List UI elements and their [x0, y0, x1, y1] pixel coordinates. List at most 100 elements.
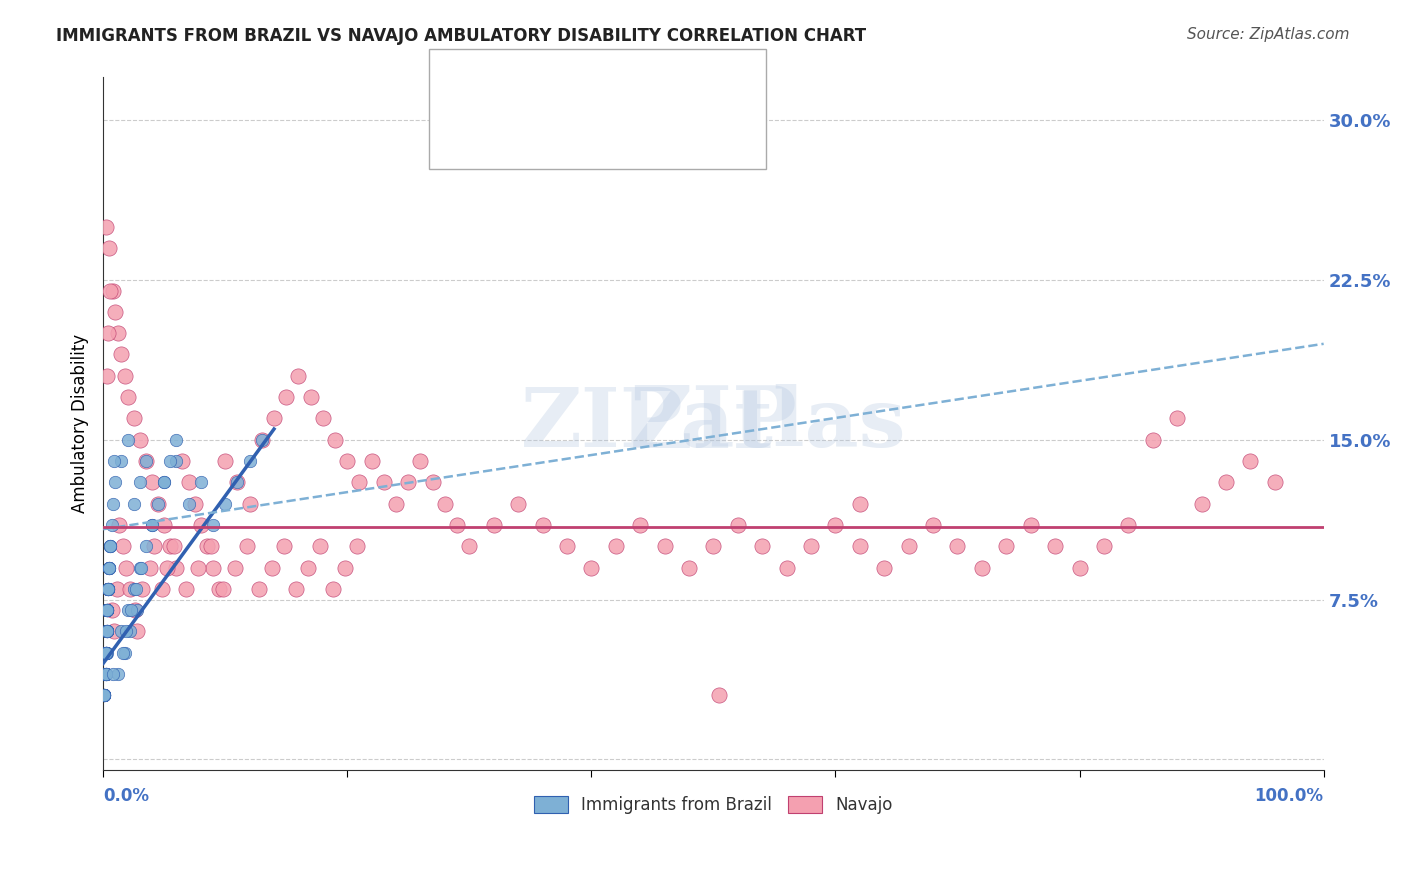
Point [96, 368, 118, 383]
Point [727, 517, 749, 532]
Point [312, 411, 335, 425]
Point [117, 603, 139, 617]
Point [349, 475, 371, 490]
Point [93, 689, 115, 703]
Point [172, 454, 194, 468]
Point [98, 560, 121, 574]
Text: ZIPatlas: ZIPatlas [520, 384, 905, 464]
Point [96, 603, 118, 617]
Point [117, 390, 139, 404]
Point [98, 560, 121, 574]
Point [94, 667, 117, 681]
Point [94, 646, 117, 660]
Point [1092, 539, 1115, 553]
Point [177, 475, 200, 490]
Point [531, 517, 554, 532]
Point [346, 539, 368, 553]
Point [183, 497, 205, 511]
Point [127, 603, 149, 617]
Point [97, 582, 120, 596]
Point [333, 560, 356, 574]
Point [96, 624, 118, 639]
Text: 0.0%: 0.0% [103, 788, 149, 805]
Point [96, 603, 118, 617]
Point [214, 497, 236, 511]
Point [309, 539, 332, 553]
Point [128, 475, 150, 490]
Point [94, 603, 117, 617]
Point [96, 603, 118, 617]
Point [1043, 539, 1066, 553]
Point [702, 539, 724, 553]
Point [97, 582, 120, 596]
Point [195, 539, 218, 553]
Point [482, 517, 505, 532]
Point [100, 284, 122, 298]
Point [115, 560, 138, 574]
Point [100, 539, 122, 553]
Point [93, 667, 115, 681]
Point [117, 433, 139, 447]
Point [94, 624, 117, 639]
Point [96, 603, 118, 617]
Point [187, 560, 209, 574]
Point [93, 689, 115, 703]
Point [103, 624, 125, 639]
Point [165, 433, 187, 447]
Point [422, 475, 444, 490]
Point [177, 497, 200, 511]
Point [1019, 517, 1042, 532]
Point [323, 433, 346, 447]
Point [94, 646, 117, 660]
Point [165, 454, 187, 468]
Point [110, 454, 132, 468]
Point [396, 475, 419, 490]
Point [100, 539, 122, 553]
Point [96, 603, 118, 617]
Point [93, 689, 115, 703]
Point [122, 497, 145, 511]
Point [105, 582, 128, 596]
Point [276, 390, 298, 404]
Point [93, 689, 115, 703]
Point [94, 646, 117, 660]
Point [94, 646, 117, 660]
Point [100, 517, 122, 532]
Point [96, 624, 118, 639]
Point [709, 689, 731, 703]
Point [98, 560, 121, 574]
Point [143, 539, 166, 553]
Point [101, 284, 124, 298]
Point [94, 667, 117, 681]
Point [239, 454, 262, 468]
Point [94, 646, 117, 660]
Point [250, 433, 273, 447]
Point [555, 539, 578, 553]
Point [98, 560, 121, 574]
Point [135, 539, 157, 553]
Point [299, 390, 322, 404]
Point [150, 582, 173, 596]
Point [200, 539, 222, 553]
Text: ZIP: ZIP [630, 382, 797, 466]
Point [96, 624, 118, 639]
Point [98, 560, 121, 574]
Point [100, 539, 122, 553]
Point [211, 582, 233, 596]
Point [94, 667, 117, 681]
Point [125, 582, 148, 596]
Point [138, 560, 160, 574]
Point [775, 560, 797, 574]
Point [122, 411, 145, 425]
Point [922, 517, 945, 532]
Point [94, 646, 117, 660]
Point [94, 667, 117, 681]
Point [174, 582, 197, 596]
Point [114, 646, 136, 660]
Point [628, 517, 651, 532]
Point [141, 517, 163, 532]
Point [208, 582, 231, 596]
Text: Source: ZipAtlas.com: Source: ZipAtlas.com [1187, 27, 1350, 42]
Point [93, 689, 115, 703]
Point [94, 667, 117, 681]
